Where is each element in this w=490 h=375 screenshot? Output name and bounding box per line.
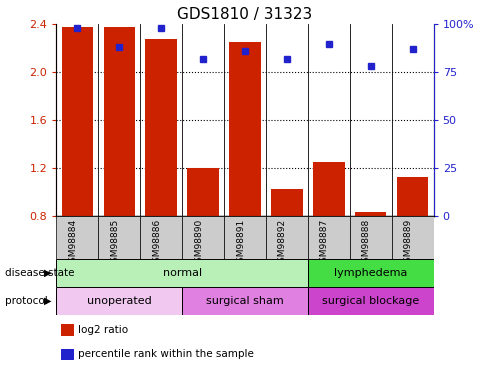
Bar [146,39,177,216]
Bar [140,216,182,259]
Bar [56,287,182,315]
Bar [182,216,224,259]
Bar [308,216,350,259]
Bar [271,189,303,216]
Bar [56,216,98,259]
Bar [56,259,308,287]
Text: lymphedema: lymphedema [334,268,408,278]
Bar [308,287,434,315]
Bar [397,177,428,216]
Text: surgical blockage: surgical blockage [322,296,419,306]
Bar [308,259,434,287]
Title: GDS1810 / 31323: GDS1810 / 31323 [177,7,313,22]
Text: ▶: ▶ [44,296,51,306]
Bar [187,168,219,216]
Text: normal: normal [163,268,202,278]
Text: GSM98889: GSM98889 [404,219,413,268]
Bar [103,27,135,216]
Text: unoperated: unoperated [87,296,151,306]
Bar [355,212,387,216]
Text: ▶: ▶ [44,268,51,278]
Bar [62,27,93,216]
Text: GSM98890: GSM98890 [194,219,203,268]
Text: GSM98892: GSM98892 [278,219,287,268]
Text: surgical sham: surgical sham [206,296,284,306]
Text: protocol: protocol [5,296,48,306]
Text: GSM98887: GSM98887 [320,219,329,268]
Text: log2 ratio: log2 ratio [78,325,128,335]
Bar [229,42,261,216]
Bar [224,216,266,259]
Bar [350,216,392,259]
Text: GSM98888: GSM98888 [362,219,371,268]
Bar [98,216,140,259]
Bar [266,216,308,259]
Text: percentile rank within the sample: percentile rank within the sample [78,350,254,359]
Bar [313,162,344,216]
Bar [392,216,434,259]
Text: GSM98884: GSM98884 [68,219,77,268]
Text: disease state: disease state [5,268,74,278]
Text: GSM98885: GSM98885 [110,219,119,268]
Text: GSM98891: GSM98891 [236,219,245,268]
Bar [182,287,308,315]
Text: GSM98886: GSM98886 [152,219,161,268]
